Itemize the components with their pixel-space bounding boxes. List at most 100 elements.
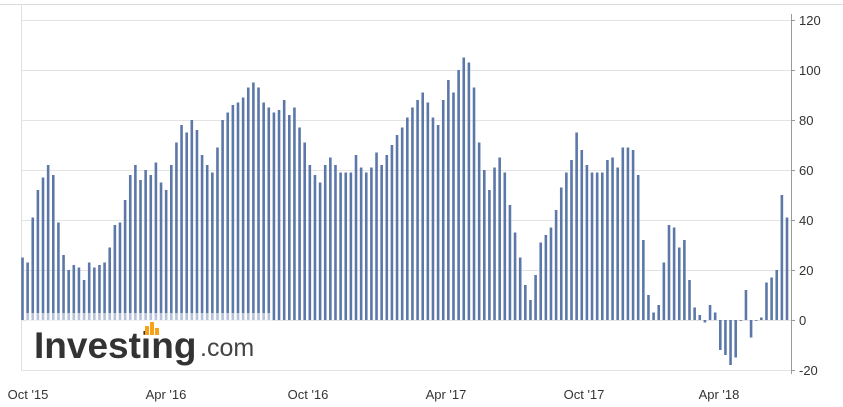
bar	[134, 165, 137, 320]
bar	[565, 172, 568, 320]
bar	[672, 227, 676, 320]
bar	[144, 170, 147, 320]
bar	[688, 280, 691, 320]
bar	[575, 132, 578, 320]
bar	[159, 182, 163, 320]
bar	[524, 285, 527, 320]
bar	[457, 70, 460, 320]
bar	[626, 147, 630, 320]
bar	[642, 240, 645, 320]
bar	[713, 312, 717, 320]
bar	[411, 107, 414, 320]
bar	[87, 262, 91, 320]
bar	[385, 155, 389, 320]
logo-suffix: .com	[200, 334, 254, 362]
bar	[51, 175, 55, 320]
y-tick-label: 60	[799, 163, 813, 178]
bar	[631, 150, 635, 320]
bar	[683, 240, 686, 320]
bar	[436, 125, 440, 320]
bar	[390, 145, 394, 320]
bar	[267, 107, 271, 320]
bar	[447, 80, 450, 320]
bar	[652, 312, 655, 320]
bar	[170, 165, 173, 320]
bar	[46, 165, 50, 320]
bar	[467, 62, 471, 320]
bar	[118, 222, 122, 320]
bar	[508, 205, 512, 320]
bar	[554, 210, 558, 320]
bar	[488, 190, 491, 320]
bar	[667, 225, 671, 320]
bar	[36, 190, 40, 320]
bar	[472, 87, 476, 320]
bar	[657, 305, 661, 320]
bar	[180, 125, 183, 320]
bar	[549, 227, 553, 320]
y-tick-label: -20	[799, 363, 818, 378]
bar	[354, 155, 358, 320]
bar	[318, 182, 322, 320]
bar	[82, 280, 86, 320]
bar	[785, 217, 789, 320]
bar	[252, 82, 255, 320]
logo-bar	[150, 322, 154, 335]
bar	[606, 160, 609, 320]
bar	[313, 175, 317, 320]
bar	[765, 282, 768, 320]
bar	[62, 255, 65, 320]
bar	[395, 135, 399, 320]
bar	[703, 320, 707, 323]
bar	[77, 267, 81, 320]
bar	[272, 112, 276, 320]
logo-text: Investing	[34, 325, 196, 366]
bar	[600, 172, 604, 320]
bar	[621, 147, 625, 320]
bar	[529, 300, 532, 320]
bar	[693, 307, 696, 320]
bar	[216, 147, 219, 320]
bar	[108, 247, 112, 320]
bar	[282, 100, 286, 320]
bar	[41, 177, 45, 320]
bar	[744, 290, 748, 320]
bar	[185, 132, 188, 320]
axes: 120 100 80 60 40 20 0 -20 Oct '15 Apr '16 Oct '16 A…	[8, 13, 821, 402]
bar	[513, 232, 517, 320]
bar	[231, 105, 235, 320]
bar	[590, 172, 594, 320]
bar	[344, 172, 348, 320]
bar	[400, 127, 404, 320]
bar	[257, 87, 260, 320]
bar	[539, 242, 543, 320]
bar	[221, 120, 224, 320]
bar	[364, 172, 368, 320]
logo-bar	[155, 328, 159, 335]
bar	[128, 175, 132, 320]
bar	[293, 107, 296, 320]
bar	[380, 165, 383, 320]
bar	[236, 102, 240, 320]
y-tick-label: 100	[799, 63, 821, 78]
bar	[493, 167, 496, 320]
bar	[164, 190, 168, 320]
bar	[103, 262, 106, 320]
bar	[749, 320, 753, 338]
bar	[226, 112, 230, 320]
bar	[416, 100, 419, 320]
bar	[544, 235, 548, 320]
bar	[72, 265, 76, 320]
bar	[647, 295, 650, 320]
bar	[113, 225, 117, 320]
bar	[462, 57, 466, 320]
logo-backdrop	[26, 313, 272, 369]
bar	[534, 275, 537, 320]
bar	[334, 165, 337, 320]
bar	[498, 157, 501, 320]
investing-logo: Investing .com	[26, 313, 272, 369]
bar	[57, 222, 60, 320]
bar	[595, 172, 599, 320]
bar	[370, 167, 373, 320]
